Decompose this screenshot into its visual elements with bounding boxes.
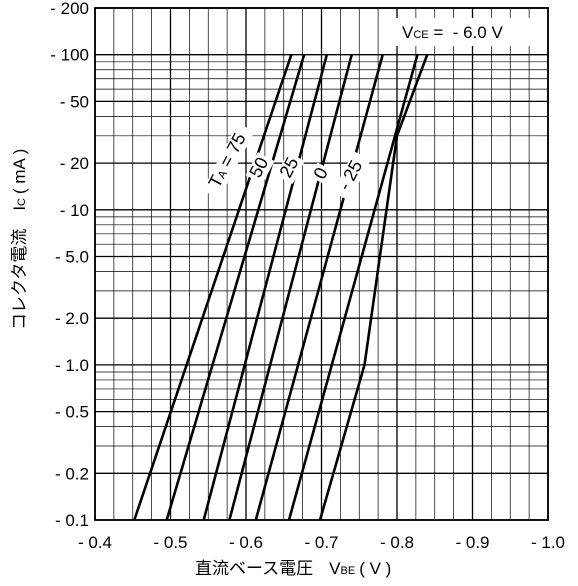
condition-value: = - 6.0 V bbox=[429, 23, 504, 42]
curve-label: 50 bbox=[245, 152, 275, 185]
series-line-4 bbox=[228, 54, 353, 521]
y-axis-symbol: I bbox=[10, 206, 29, 211]
condition-sub: CE bbox=[413, 29, 428, 41]
curve-label-bg bbox=[309, 162, 335, 186]
y-axis-label: コレクタ電流 IC ( mA ) bbox=[10, 149, 29, 330]
x-axis-unit: ( V ) bbox=[359, 559, 391, 578]
x-tick-label: - 0.5 bbox=[153, 533, 187, 552]
condition-symbol: V bbox=[402, 23, 414, 42]
curve-label-bg bbox=[332, 151, 371, 201]
curve-label-bg bbox=[275, 152, 305, 185]
x-tick-label: - 1.0 bbox=[531, 533, 565, 552]
y-tick-label: - 0.2 bbox=[55, 464, 89, 483]
x-axis-label-text: 直流ベース電圧 bbox=[195, 559, 313, 578]
curve-label: - 25 bbox=[332, 151, 371, 201]
x-axis-symbol: V bbox=[329, 559, 341, 578]
curve-label: 0 bbox=[309, 162, 335, 186]
curve-label-bg bbox=[245, 152, 275, 185]
x-tick-label: - 0.4 bbox=[78, 533, 112, 552]
series-line-7 bbox=[318, 54, 429, 521]
series-line-3 bbox=[202, 54, 329, 521]
y-axis-symbol-sub: C bbox=[16, 198, 28, 206]
x-tick-label: - 0.8 bbox=[380, 533, 414, 552]
x-tick-label: - 0.6 bbox=[229, 533, 263, 552]
condition-label-bg bbox=[396, 18, 542, 46]
series-line-6 bbox=[287, 54, 419, 521]
y-tick-label: - 1.0 bbox=[55, 356, 89, 375]
plot-frame bbox=[94, 7, 549, 521]
y-tick-label: - 50 bbox=[60, 92, 89, 111]
y-tick-label: - 10 bbox=[60, 201, 89, 220]
y-tick-labels: - 200 - 100 - 50 - 20 - 10 - 5.0 - 2.0 - 1.0 - 0… bbox=[50, 0, 89, 530]
condition-label: VCE = - 6.0 V bbox=[396, 18, 542, 46]
y-tick-label: - 0.5 bbox=[55, 403, 89, 422]
series-line-1 bbox=[133, 54, 293, 521]
x-tick-label: - 0.9 bbox=[455, 533, 489, 552]
grid bbox=[94, 7, 549, 521]
y-axis-label-text: コレクタ電流 bbox=[10, 229, 29, 330]
y-tick-label: - 5.0 bbox=[55, 247, 89, 266]
curve-label-bg bbox=[202, 122, 255, 199]
y-tick-label: - 2.0 bbox=[55, 309, 89, 328]
y-tick-label: - 20 bbox=[60, 154, 89, 173]
series-line-2 bbox=[165, 54, 306, 521]
y-axis-unit: ( mA ) bbox=[10, 149, 29, 194]
curves bbox=[133, 54, 429, 521]
x-axis-symbol-sub: BE bbox=[341, 565, 356, 577]
y-tick-label: - 0.1 bbox=[55, 511, 89, 530]
y-tick-label: - 100 bbox=[50, 46, 89, 65]
x-tick-label: - 0.7 bbox=[304, 533, 338, 552]
condition-text: VCE = - 6.0 V bbox=[402, 23, 503, 42]
y-tick-label: - 200 bbox=[50, 0, 89, 18]
x-axis-label: 直流ベース電圧 VBE( V ) bbox=[195, 559, 391, 578]
series-line-5 bbox=[254, 54, 384, 521]
x-tick-labels: - 0.4 - 0.5 - 0.6 - 0.7 - 0.8 - 0.9 - 1.0 bbox=[78, 533, 565, 552]
